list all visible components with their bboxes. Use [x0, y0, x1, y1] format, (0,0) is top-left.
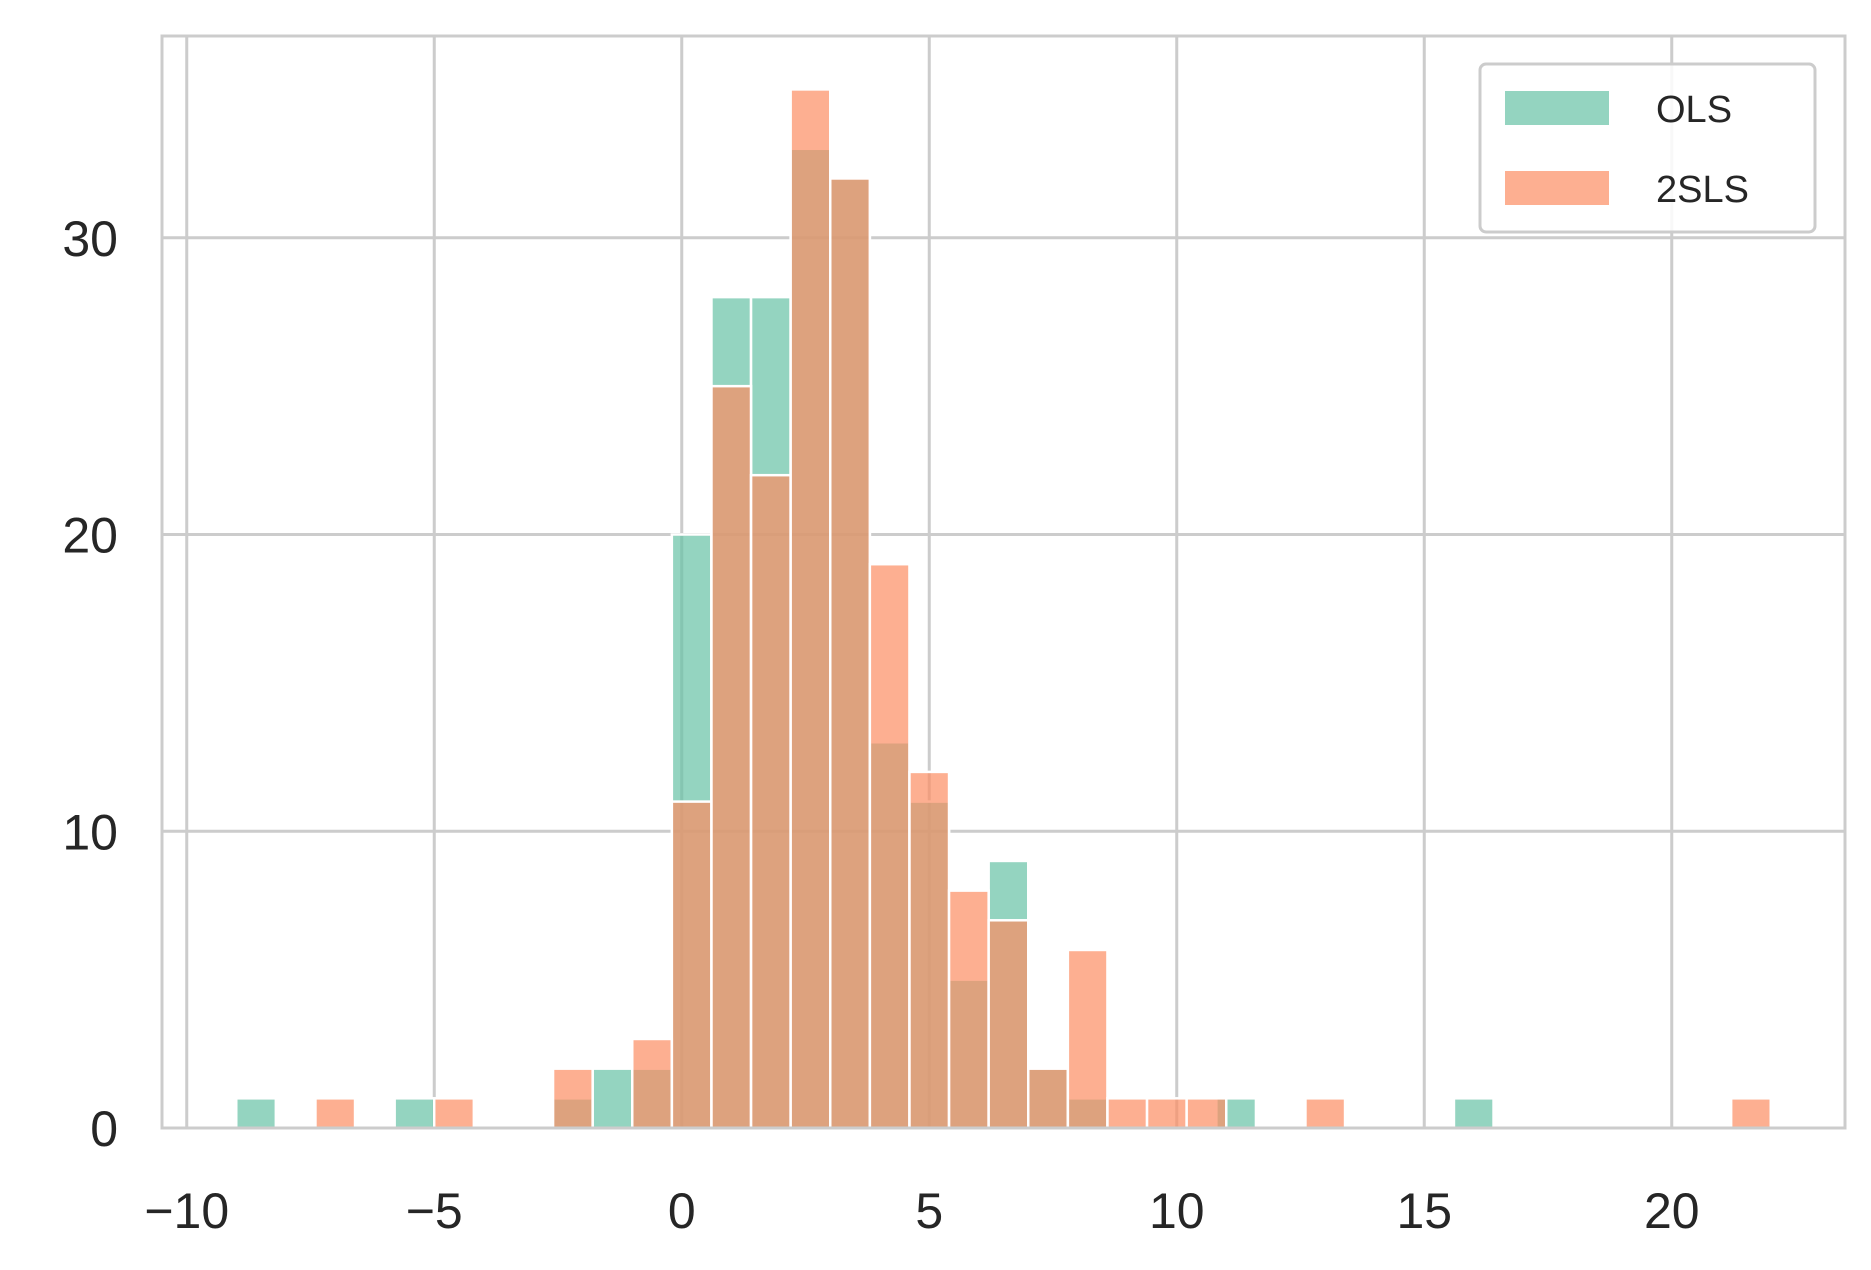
bar-2sls [1145, 1097, 1188, 1130]
legend-swatch-ols [1503, 89, 1611, 127]
bar-2sls [789, 88, 832, 1130]
x-tick-label: 0 [668, 1183, 696, 1239]
bar-2sls [1027, 1067, 1070, 1130]
bar-2sls [829, 177, 872, 1130]
y-tick-label: 0 [90, 1101, 118, 1157]
y-tick-label: 30 [62, 211, 118, 267]
bar-2sls [1066, 948, 1109, 1130]
bar-ols [235, 1097, 278, 1130]
legend-label-ols: OLS [1656, 89, 1732, 131]
bar-2sls [1729, 1097, 1773, 1130]
histogram-bars [235, 88, 1773, 1130]
bar-2sls [710, 384, 753, 1130]
series-2sls-bars [314, 88, 1773, 1130]
x-tick-label: −10 [144, 1183, 229, 1239]
bar-2sls [1185, 1097, 1228, 1130]
bar-ols [393, 1097, 436, 1130]
bar-2sls [1304, 1097, 1347, 1130]
legend: OLS 2SLS [1478, 62, 1817, 234]
x-axis-ticks: −10 −5 0 5 10 15 20 [144, 1183, 1699, 1239]
bar-2sls [433, 1097, 476, 1130]
y-axis-ticks: 0 10 20 30 [62, 211, 118, 1157]
bar-2sls [670, 800, 713, 1130]
y-tick-label: 10 [62, 804, 118, 860]
y-tick-label: 20 [62, 508, 118, 564]
x-tick-label: 20 [1644, 1183, 1700, 1239]
bar-2sls [551, 1067, 594, 1130]
bar-2sls [631, 1037, 674, 1130]
x-tick-label: 5 [915, 1183, 943, 1239]
bar-2sls [908, 770, 951, 1130]
legend-swatch-2sls [1503, 169, 1611, 207]
plot-frame [160, 34, 1847, 1130]
bar-ols [1452, 1097, 1495, 1130]
bar-2sls [314, 1097, 357, 1130]
bar-2sls [947, 889, 990, 1130]
legend-label-2sls: 2SLS [1656, 169, 1749, 211]
bar-2sls [1106, 1097, 1149, 1130]
bar-2sls [749, 473, 792, 1130]
x-tick-label: −5 [406, 1183, 463, 1239]
bar-2sls [868, 562, 911, 1130]
bar-2sls [987, 919, 1030, 1130]
x-tick-label: 15 [1396, 1183, 1452, 1239]
x-tick-label: 10 [1149, 1183, 1205, 1239]
bar-ols [591, 1067, 634, 1130]
